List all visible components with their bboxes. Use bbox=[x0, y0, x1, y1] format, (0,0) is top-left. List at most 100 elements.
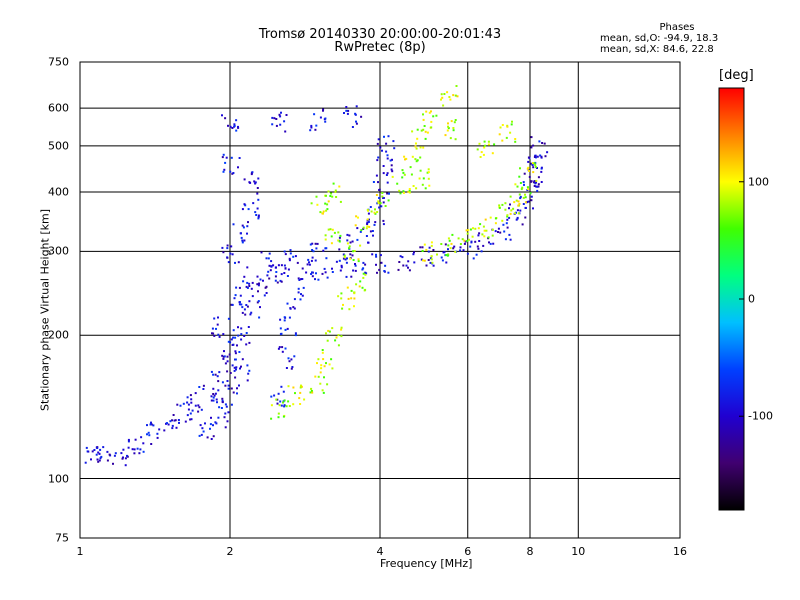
data-point bbox=[350, 289, 353, 292]
data-point bbox=[528, 176, 531, 178]
data-point bbox=[508, 216, 511, 219]
data-point bbox=[194, 392, 197, 395]
data-point bbox=[279, 333, 282, 336]
data-point bbox=[402, 171, 405, 174]
data-point bbox=[286, 275, 289, 277]
data-point bbox=[215, 398, 218, 401]
data-point bbox=[414, 158, 417, 161]
data-point bbox=[292, 306, 295, 309]
data-point bbox=[447, 125, 449, 128]
data-point bbox=[421, 250, 424, 252]
data-point bbox=[469, 245, 472, 248]
data-point bbox=[365, 235, 368, 237]
data-point bbox=[217, 333, 220, 336]
data-point bbox=[335, 336, 338, 339]
data-point bbox=[387, 271, 390, 274]
data-point bbox=[372, 181, 375, 183]
data-point bbox=[163, 429, 166, 432]
data-point bbox=[355, 122, 358, 125]
data-point bbox=[354, 112, 357, 115]
data-point bbox=[256, 283, 259, 286]
data-point bbox=[316, 203, 319, 206]
data-point bbox=[257, 290, 259, 293]
data-point bbox=[474, 227, 477, 230]
data-point bbox=[469, 228, 472, 231]
data-point bbox=[306, 263, 309, 266]
data-point bbox=[241, 241, 244, 244]
data-point bbox=[210, 438, 213, 440]
data-point bbox=[177, 419, 180, 421]
data-point bbox=[384, 264, 387, 267]
data-point bbox=[376, 211, 379, 213]
data-point bbox=[429, 261, 432, 264]
data-point bbox=[158, 428, 161, 431]
phase-stats-header: Phases bbox=[659, 22, 695, 33]
data-point bbox=[326, 339, 329, 342]
data-point bbox=[377, 138, 380, 141]
data-point bbox=[537, 185, 540, 188]
data-point bbox=[499, 231, 502, 234]
data-point bbox=[325, 362, 327, 365]
data-point bbox=[222, 153, 225, 156]
data-point bbox=[217, 389, 220, 392]
data-point bbox=[447, 253, 450, 256]
data-point bbox=[309, 243, 312, 246]
data-point bbox=[204, 422, 206, 425]
data-point bbox=[277, 392, 280, 395]
data-point bbox=[291, 366, 294, 368]
data-point bbox=[534, 164, 537, 166]
data-point bbox=[190, 418, 193, 421]
data-point bbox=[428, 184, 431, 187]
data-point bbox=[120, 452, 123, 455]
data-point bbox=[387, 135, 390, 138]
data-point bbox=[243, 239, 246, 242]
data-point bbox=[508, 233, 511, 236]
data-point bbox=[288, 316, 291, 319]
data-point bbox=[494, 230, 497, 233]
data-point bbox=[246, 281, 249, 284]
data-point bbox=[268, 252, 271, 255]
data-point bbox=[236, 387, 238, 390]
data-point bbox=[421, 183, 424, 186]
data-point bbox=[385, 142, 388, 145]
data-point bbox=[190, 401, 193, 404]
data-point bbox=[427, 171, 430, 174]
data-point bbox=[374, 212, 377, 215]
data-point bbox=[346, 257, 348, 260]
data-point bbox=[484, 218, 487, 221]
data-point bbox=[220, 407, 223, 409]
data-point bbox=[227, 261, 230, 264]
data-point bbox=[350, 297, 353, 300]
data-point bbox=[222, 355, 225, 358]
data-point bbox=[339, 234, 342, 237]
data-point bbox=[194, 404, 197, 407]
data-point bbox=[357, 260, 360, 263]
data-point bbox=[523, 183, 525, 186]
data-point bbox=[491, 152, 494, 155]
data-point bbox=[108, 453, 111, 456]
data-point bbox=[280, 385, 283, 388]
data-point bbox=[229, 372, 232, 374]
data-point bbox=[221, 354, 224, 357]
data-point bbox=[396, 182, 399, 185]
data-point bbox=[535, 185, 538, 188]
data-point bbox=[273, 117, 276, 120]
data-point bbox=[244, 204, 247, 207]
data-point bbox=[509, 131, 512, 134]
data-point bbox=[488, 241, 490, 244]
data-point bbox=[339, 269, 342, 272]
y-tick-label: 200 bbox=[48, 328, 69, 342]
data-point bbox=[402, 264, 405, 267]
data-point bbox=[315, 272, 317, 275]
data-point bbox=[322, 249, 325, 252]
data-point bbox=[270, 404, 273, 407]
data-point bbox=[407, 260, 410, 263]
data-point bbox=[489, 242, 492, 245]
data-point bbox=[98, 452, 101, 455]
data-point bbox=[428, 246, 431, 249]
data-point bbox=[270, 395, 273, 398]
data-point bbox=[331, 195, 334, 198]
data-point bbox=[305, 271, 308, 274]
data-point bbox=[241, 208, 244, 211]
data-point bbox=[242, 280, 245, 283]
